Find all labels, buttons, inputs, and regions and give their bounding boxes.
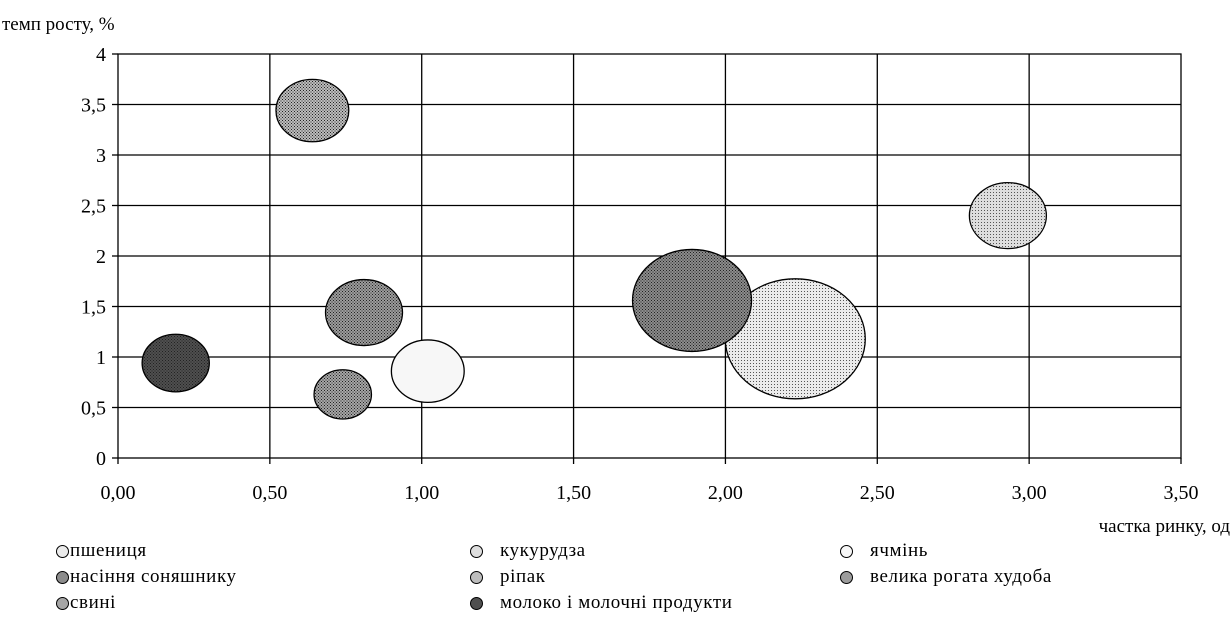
y-tick-label: 4 bbox=[96, 44, 106, 66]
x-tick-label: 3,50 bbox=[1164, 482, 1199, 504]
legend-label: кукурудза bbox=[500, 540, 586, 561]
legend-label: велика рогата худоба bbox=[870, 566, 1052, 587]
legend-label: свині bbox=[70, 592, 117, 613]
y-tick-label: 2,5 bbox=[81, 196, 106, 218]
legend: пшениця кукурудза ячмінь насіння соняшнику р… bbox=[0, 538, 1232, 622]
y-axis-title: темп росту, % bbox=[2, 14, 115, 35]
y-tick-label: 3,5 bbox=[81, 95, 106, 117]
y-tick-labels: 0 0,5 1 1,5 2 2,5 3 3,5 4 bbox=[81, 44, 106, 470]
y-tick-label: 0,5 bbox=[81, 398, 106, 420]
legend-marker bbox=[56, 571, 69, 584]
legend-marker bbox=[470, 597, 483, 610]
bubbles bbox=[141, 78, 1048, 420]
bubble bbox=[141, 333, 210, 393]
bubble-chart: темп росту, % 0 0,5 1 1,5 2 2,5 3 3,5 4 0,00 0,50… bbox=[2, 14, 1231, 537]
bubble bbox=[275, 78, 350, 143]
x-tick-label: 0,50 bbox=[252, 482, 287, 504]
x-axis-title: частка ринку, од bbox=[1099, 516, 1231, 537]
legend-label: молоко і молочні продукти bbox=[500, 592, 733, 613]
bubble bbox=[313, 369, 373, 420]
bubble bbox=[631, 248, 753, 353]
bubble-fill bbox=[391, 339, 465, 403]
x-tick-label: 1,00 bbox=[404, 482, 439, 504]
legend-marker bbox=[840, 571, 853, 584]
bubble bbox=[324, 278, 404, 347]
x-tick-label: 2,00 bbox=[708, 482, 743, 504]
legend-label: ріпак bbox=[500, 566, 546, 587]
x-tick-label: 2,50 bbox=[860, 482, 895, 504]
x-tick-label: 3,00 bbox=[1012, 482, 1047, 504]
x-tick-labels: 0,00 0,50 1,00 1,50 2,00 2,50 3,00 3,50 bbox=[101, 482, 1199, 504]
bubble bbox=[968, 181, 1048, 250]
y-tick-label: 2 bbox=[96, 246, 106, 268]
legend-marker bbox=[470, 571, 483, 584]
x-tick-label: 1,50 bbox=[556, 482, 591, 504]
legend-marker bbox=[56, 597, 69, 610]
legend-label: насіння соняшнику bbox=[70, 566, 237, 587]
legend-label: пшениця bbox=[70, 540, 147, 561]
legend-label: ячмінь bbox=[870, 540, 929, 561]
y-tick-label: 3 bbox=[96, 145, 106, 167]
legend-marker bbox=[470, 545, 483, 558]
x-tick-label: 0,00 bbox=[101, 482, 136, 504]
legend-marker bbox=[840, 545, 853, 558]
bubble bbox=[390, 339, 465, 403]
plot-grid bbox=[112, 53, 1182, 464]
y-tick-label: 1,5 bbox=[81, 297, 106, 319]
y-tick-label: 0 bbox=[96, 448, 106, 470]
y-tick-label: 1 bbox=[96, 347, 106, 369]
legend-marker bbox=[56, 545, 69, 558]
